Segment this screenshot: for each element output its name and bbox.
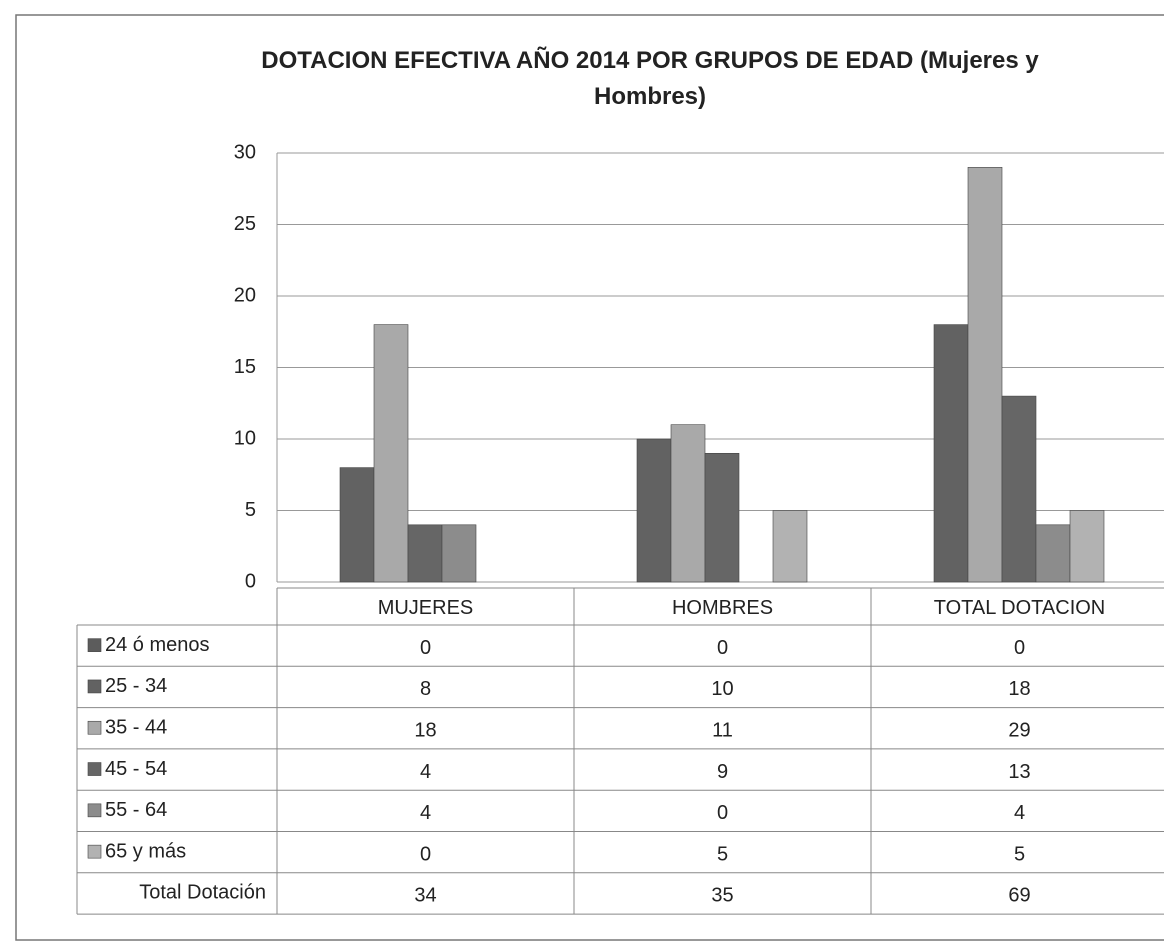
totals-value: 69 [1008, 885, 1030, 907]
bar [1035, 524, 1071, 583]
table-value: 29 [1008, 720, 1030, 742]
legend-swatch [87, 638, 102, 652]
x-tick-label: HOMBRES [672, 597, 773, 619]
table-value: 4 [420, 802, 431, 824]
bar [407, 524, 443, 583]
y-tick-label: 20 [234, 284, 256, 306]
totals-value: 34 [414, 885, 436, 907]
table-value: 0 [717, 802, 728, 824]
legend-label: 55 - 64 [105, 799, 167, 821]
table-value: 10 [711, 678, 733, 700]
bar [670, 424, 706, 583]
legend-label: 24 ó menos [105, 634, 210, 656]
bar [933, 324, 969, 583]
bar [772, 510, 808, 583]
bar [967, 167, 1003, 583]
table-value: 18 [1008, 678, 1030, 700]
y-tick-label: 0 [245, 570, 256, 592]
table-value: 5 [1014, 843, 1025, 865]
legend-swatch [87, 679, 102, 694]
x-tick-label: MUJERES [378, 597, 474, 619]
bar [636, 438, 672, 583]
legend-swatch [87, 720, 102, 735]
chart-title-line2: DOTACION EFECTIVA AÑO 2014 POR GRUPOS DE… [261, 46, 1039, 110]
table-value: 0 [717, 637, 728, 659]
bar [704, 452, 740, 583]
y-tick-label: 25 [234, 213, 256, 235]
table-value: 11 [712, 720, 733, 742]
legend-label: 35 - 44 [105, 717, 167, 739]
legend-label: 45 - 54 [105, 758, 167, 780]
table-value: 4 [1014, 802, 1025, 824]
bar [1069, 510, 1105, 583]
bar [339, 467, 375, 583]
table-value: 0 [420, 637, 431, 659]
totals-value: 35 [711, 885, 733, 907]
y-tick-label: 30 [234, 141, 256, 163]
legend-label: 65 y más [105, 840, 186, 862]
x-tick-label: TOTAL DOTACION [934, 597, 1106, 619]
bar [441, 524, 477, 583]
totals-label: Total Dotación [139, 882, 266, 904]
legend-swatch [87, 803, 102, 818]
legend-swatch [87, 844, 102, 859]
y-tick-label: 10 [234, 427, 256, 449]
table-value: 13 [1008, 761, 1030, 783]
table-value: 5 [717, 843, 728, 865]
table-value: 0 [1014, 637, 1025, 659]
bar [1001, 395, 1037, 583]
y-tick-label: 5 [245, 499, 256, 521]
bar [373, 324, 409, 583]
table-value: 18 [414, 720, 436, 742]
table-value: 9 [717, 761, 728, 783]
table-value: 4 [420, 761, 431, 783]
legend-swatch [87, 762, 102, 776]
legend-label: 25 - 34 [105, 675, 167, 697]
table-value: 0 [420, 843, 431, 865]
y-tick-label: 15 [234, 356, 256, 378]
table-value: 8 [420, 678, 431, 700]
